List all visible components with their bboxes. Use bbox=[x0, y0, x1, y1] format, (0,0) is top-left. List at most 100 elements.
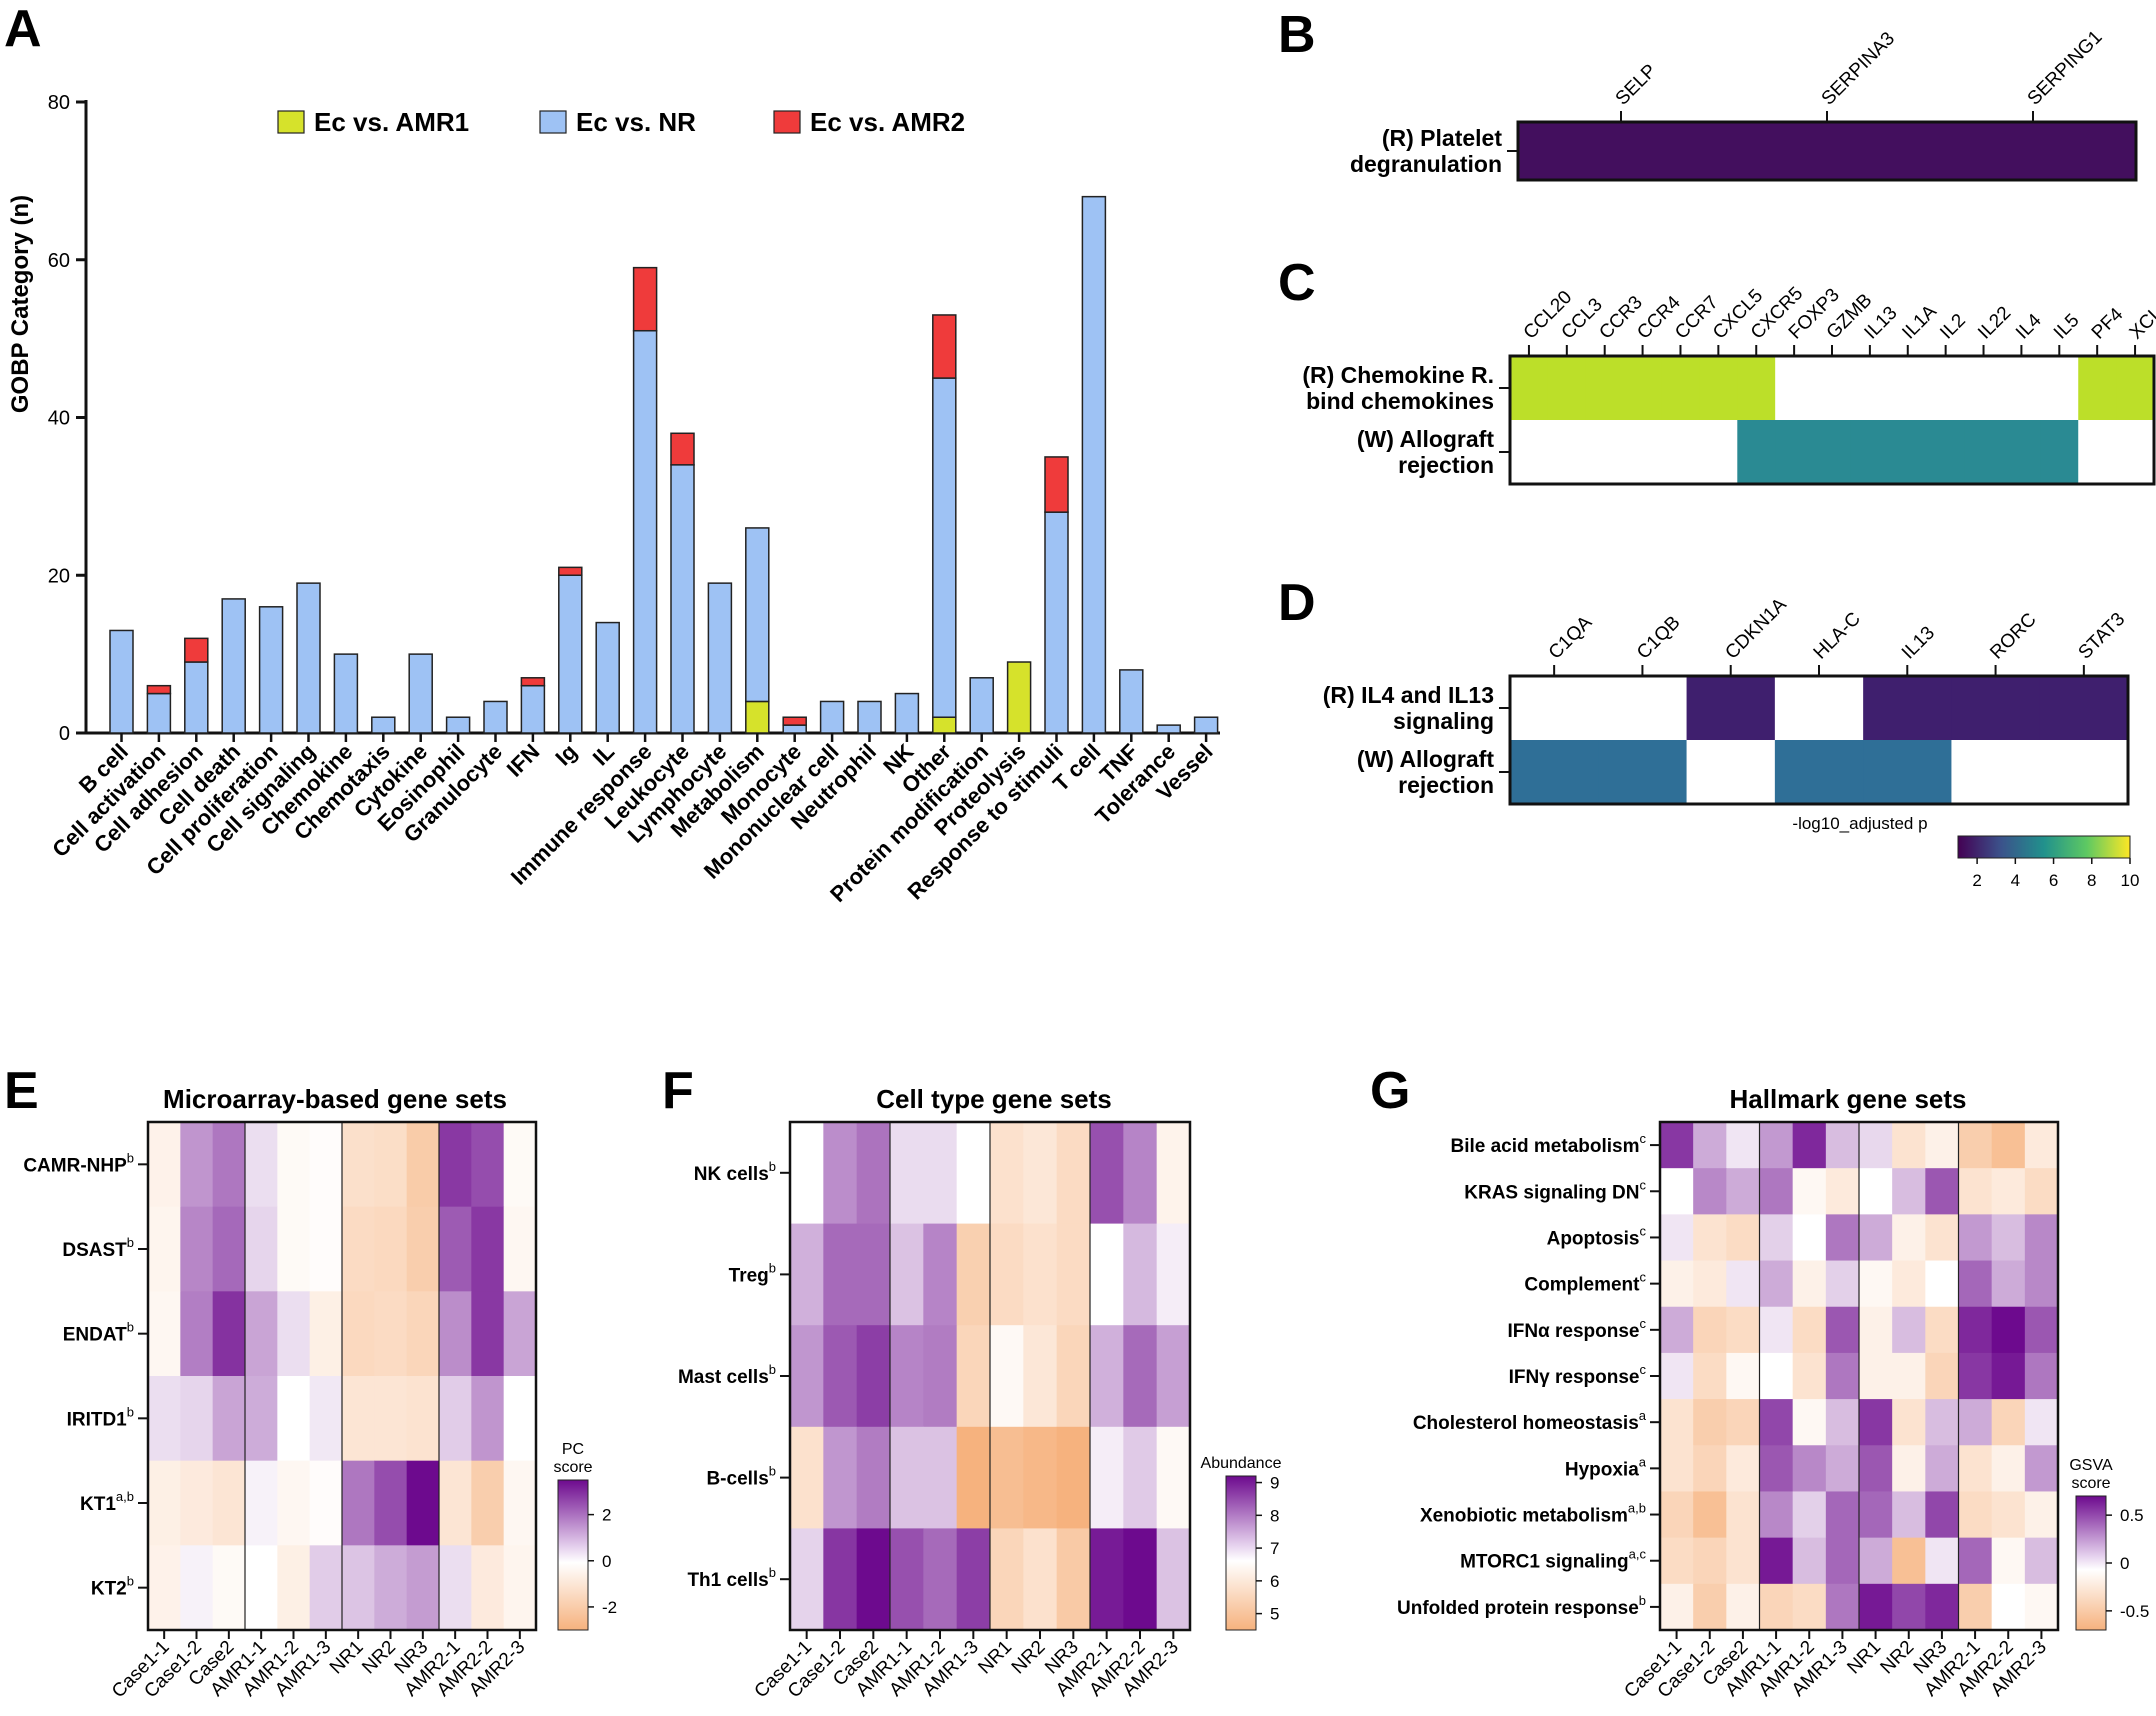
row-label: KT2b bbox=[91, 1574, 134, 1600]
row-label: IFNγ responsec bbox=[1509, 1362, 1647, 1388]
legend-swatch-amr2 bbox=[773, 110, 801, 134]
colorbar-tick-label: -0.5 bbox=[2120, 1602, 2149, 1621]
row-label: Bile acid metabolismc bbox=[1450, 1131, 1646, 1157]
heatmap-cell bbox=[1892, 1122, 1926, 1169]
heatmap-cell bbox=[212, 1122, 246, 1208]
bar-segment bbox=[146, 692, 172, 734]
heatmap-cell bbox=[790, 1325, 824, 1428]
x-tick-label: Ig bbox=[550, 739, 582, 771]
heatmap-cell bbox=[790, 1122, 824, 1225]
heatmap-cell bbox=[277, 1206, 311, 1292]
row-label: DSASTb bbox=[62, 1235, 134, 1261]
heatmap-cell bbox=[148, 1122, 181, 1208]
heatmap-cell bbox=[1759, 1352, 1794, 1400]
heatmap-cell bbox=[1510, 676, 1599, 740]
row-label: Complementc bbox=[1524, 1270, 1646, 1296]
heatmap-cell bbox=[1892, 1537, 1926, 1585]
heatmap-cell bbox=[2002, 420, 2041, 484]
heatmap-cell bbox=[1056, 1426, 1091, 1529]
bar-segment bbox=[221, 598, 246, 734]
heatmap-cell bbox=[2116, 356, 2155, 420]
heatmap-cell bbox=[923, 1223, 958, 1326]
heatmap-cell bbox=[342, 1460, 375, 1546]
heatmap-cell bbox=[956, 1223, 991, 1326]
heatmap-cell bbox=[1991, 1260, 2026, 1308]
heatmap-cell bbox=[1510, 420, 1549, 484]
panel-f-title: Cell type gene sets bbox=[876, 1084, 1112, 1114]
heatmap-cell bbox=[1693, 1260, 1727, 1308]
heatmap-cell bbox=[2116, 420, 2155, 484]
heatmap-cell bbox=[1090, 1426, 1124, 1529]
y-tick-label: 40 bbox=[48, 408, 70, 430]
panel-f-heatmap: Cell type gene sets NK cellsb Tregb Mast c… bbox=[678, 1084, 1282, 1702]
bar-segment bbox=[1081, 195, 1107, 734]
heatmap-cell bbox=[342, 1122, 375, 1208]
heatmap-cell bbox=[1792, 1445, 1827, 1492]
bar-segment bbox=[1006, 661, 1032, 734]
heatmap-cell bbox=[1991, 1399, 2026, 1446]
heatmap-cell bbox=[790, 1223, 824, 1326]
heatmap-cell bbox=[1023, 1122, 1058, 1225]
heatmap-cell bbox=[1859, 1260, 1893, 1308]
bar-segment bbox=[558, 566, 583, 576]
heatmap-cell bbox=[1825, 1537, 1860, 1585]
colorbar-gradient bbox=[1957, 835, 2131, 859]
heatmap-cell bbox=[342, 1206, 375, 1292]
heatmap-cell bbox=[1660, 1352, 1694, 1400]
panel-g-title: Hallmark gene sets bbox=[1729, 1084, 1966, 1114]
heatmap-cell bbox=[245, 1291, 278, 1377]
heatmap-cell bbox=[406, 1376, 440, 1462]
heatmap-cell bbox=[1892, 1491, 1926, 1539]
heatmap-cell bbox=[1726, 1445, 1760, 1492]
heatmap-cell bbox=[1888, 356, 1928, 420]
bar-segment bbox=[670, 464, 695, 734]
bar-segment bbox=[1119, 669, 1144, 734]
heatmap-cell bbox=[180, 1376, 214, 1462]
heatmap-cell bbox=[1925, 1352, 1959, 1400]
heatmap-cell bbox=[1775, 356, 1814, 420]
heatmap-cell bbox=[503, 1206, 537, 1292]
gene-label: IL22 bbox=[1974, 303, 2015, 344]
heatmap-cell bbox=[856, 1122, 891, 1225]
heatmap-cell bbox=[1660, 1491, 1694, 1539]
legend-swatch-nr bbox=[539, 110, 567, 134]
column-label: NR1 bbox=[1843, 1637, 1885, 1679]
heatmap-cell bbox=[277, 1291, 311, 1377]
heatmap-cell bbox=[1774, 676, 1864, 740]
heatmap-cell bbox=[503, 1291, 537, 1377]
heatmap-cell bbox=[856, 1426, 891, 1529]
heatmap-cell bbox=[374, 1376, 408, 1462]
heatmap-cell bbox=[1660, 1445, 1694, 1492]
heatmap-cell bbox=[245, 1376, 278, 1462]
heatmap-cell bbox=[180, 1545, 214, 1631]
colorbar-tick-label: 7 bbox=[1270, 1539, 1279, 1558]
legend-swatch-amr1 bbox=[277, 110, 305, 134]
row-label: Unfolded protein responseb bbox=[1397, 1593, 1646, 1619]
colorbar-title: score bbox=[2071, 1475, 2110, 1492]
gene-label: C1QB bbox=[1633, 612, 1684, 663]
gene-label: IL4 bbox=[2012, 310, 2046, 344]
row-label: (W) Allograft bbox=[1357, 426, 1494, 452]
heatmap-cell bbox=[1156, 1426, 1191, 1529]
heatmap-cell bbox=[2024, 1260, 2059, 1308]
heatmap-cell bbox=[212, 1545, 246, 1631]
colorbar-gradient bbox=[1225, 1475, 1257, 1631]
heatmap-cell bbox=[212, 1206, 246, 1292]
bar-segment bbox=[670, 432, 695, 466]
panel-label-d: D bbox=[1278, 574, 1316, 632]
heatmap-cell bbox=[439, 1291, 472, 1377]
heatmap-cell bbox=[1759, 1168, 1794, 1215]
heatmap-cell bbox=[439, 1206, 472, 1292]
heatmap-frame bbox=[146, 1120, 538, 1632]
heatmap-cell bbox=[1699, 356, 1738, 420]
bar-segment bbox=[932, 716, 957, 734]
heatmap-cell bbox=[277, 1460, 311, 1546]
heatmap-cell bbox=[1693, 1352, 1727, 1400]
x-tick-label: IFN bbox=[502, 739, 545, 782]
heatmap-cell bbox=[309, 1122, 343, 1208]
heatmap-cell bbox=[406, 1460, 440, 1546]
heatmap-cell bbox=[1660, 1399, 1694, 1446]
heatmap-cell bbox=[2024, 1537, 2059, 1585]
heatmap-cell bbox=[1792, 1399, 1827, 1446]
